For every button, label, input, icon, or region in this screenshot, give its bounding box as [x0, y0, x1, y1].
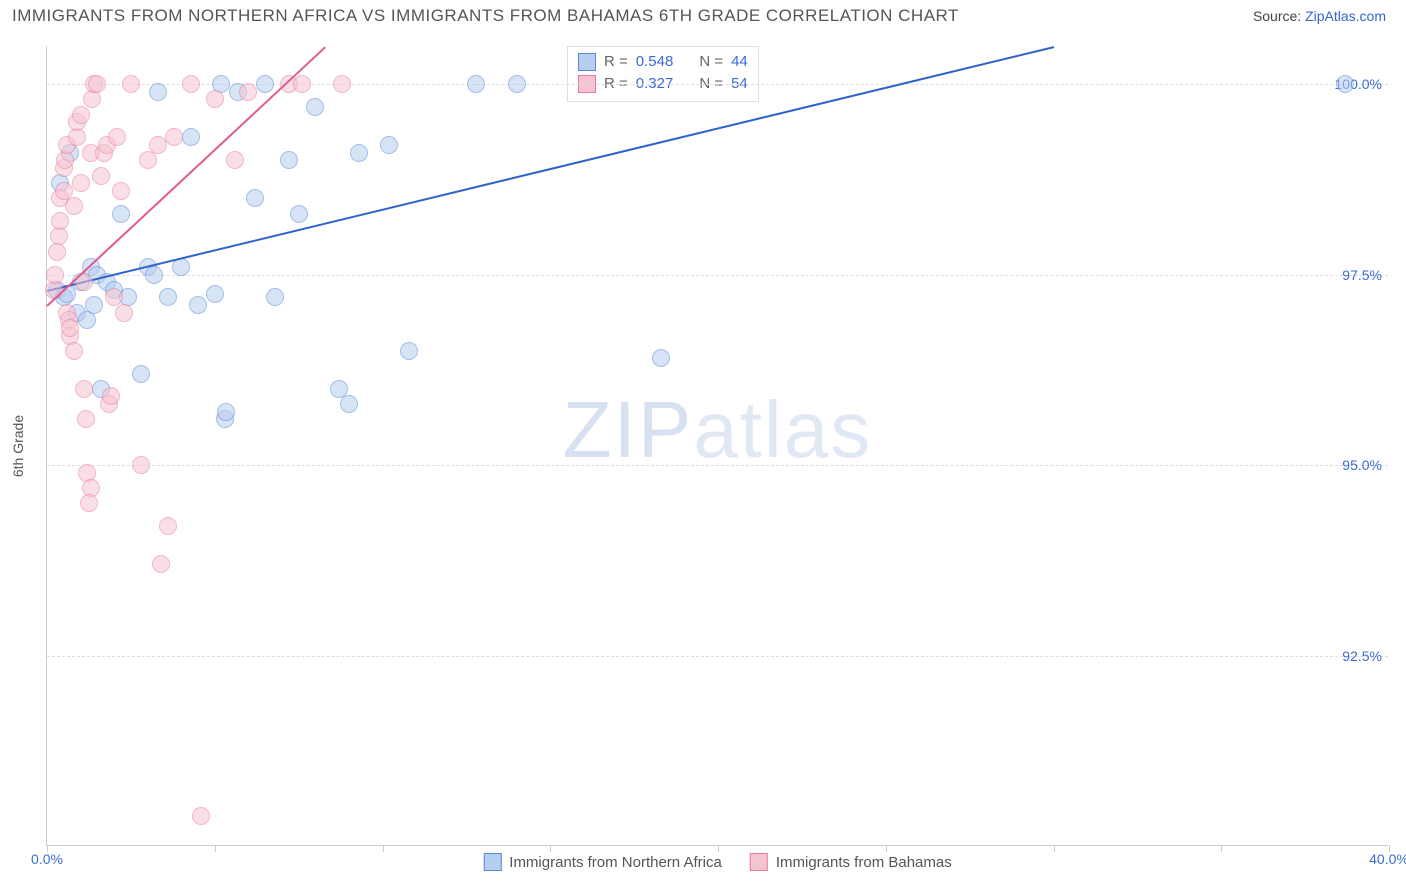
data-point [266, 288, 284, 306]
legend-n-label: N = [699, 51, 723, 73]
x-tick [550, 845, 551, 852]
x-tick [1221, 845, 1222, 852]
legend-swatch-icon [750, 853, 768, 871]
data-point [182, 75, 200, 93]
data-point [132, 365, 150, 383]
chart-title: IMMIGRANTS FROM NORTHERN AFRICA VS IMMIG… [12, 6, 959, 26]
data-point [132, 456, 150, 474]
data-point [152, 555, 170, 573]
gridline [47, 275, 1388, 276]
data-point [350, 144, 368, 162]
x-tick [383, 845, 384, 852]
data-point [508, 75, 526, 93]
data-point [239, 83, 257, 101]
x-tick [1054, 845, 1055, 852]
data-point [115, 304, 133, 322]
data-point [92, 167, 110, 185]
data-point [102, 387, 120, 405]
source-link[interactable]: ZipAtlas.com [1305, 8, 1386, 24]
y-tick-label: 97.5% [1342, 267, 1382, 283]
correlation-legend: R = 0.548 N = 44 R = 0.327 N = 54 [567, 46, 759, 102]
x-tick-label: 0.0% [31, 851, 63, 867]
watermark: ZIPatlas [563, 384, 872, 476]
data-point [280, 151, 298, 169]
data-point [77, 410, 95, 428]
data-point [340, 395, 358, 413]
data-point [61, 319, 79, 337]
data-point [65, 342, 83, 360]
gridline [47, 465, 1388, 466]
data-point [149, 136, 167, 154]
data-point [159, 288, 177, 306]
data-point [72, 106, 90, 124]
data-point [139, 151, 157, 169]
data-point [145, 266, 163, 284]
legend-row-series-1: R = 0.548 N = 44 [578, 51, 748, 73]
x-tick [886, 845, 887, 852]
y-axis-title: 6th Grade [10, 415, 26, 477]
data-point [112, 205, 130, 223]
data-point [256, 75, 274, 93]
data-point [80, 494, 98, 512]
data-point [75, 380, 93, 398]
data-point [122, 75, 140, 93]
gridline [47, 656, 1388, 657]
y-tick-label: 95.0% [1342, 457, 1382, 473]
data-point [333, 75, 351, 93]
legend-series-label: Immigrants from Bahamas [776, 854, 952, 871]
legend-series-label: Immigrants from Northern Africa [509, 854, 722, 871]
legend-n-value: 44 [731, 51, 748, 73]
data-point [149, 83, 167, 101]
data-point [189, 296, 207, 314]
data-point [182, 128, 200, 146]
data-point [88, 75, 106, 93]
data-point [165, 128, 183, 146]
data-point [108, 128, 126, 146]
data-point [1336, 75, 1354, 93]
data-point [206, 90, 224, 108]
data-point [112, 182, 130, 200]
legend-item-series-1: Immigrants from Northern Africa [483, 853, 722, 871]
data-point [192, 807, 210, 825]
x-tick [718, 845, 719, 852]
legend-r-value: 0.548 [636, 51, 674, 73]
source-prefix: Source: [1253, 8, 1305, 24]
data-point [206, 285, 224, 303]
legend-item-series-2: Immigrants from Bahamas [750, 853, 952, 871]
data-point [51, 212, 69, 230]
data-point [159, 517, 177, 535]
source-attribution: Source: ZipAtlas.com [1253, 8, 1386, 24]
x-tick-label: 40.0% [1369, 851, 1406, 867]
data-point [226, 151, 244, 169]
data-point [246, 189, 264, 207]
data-point [46, 266, 64, 284]
data-point [290, 205, 308, 223]
scatter-chart: ZIPatlas R = 0.548 N = 44 R = 0.327 N = … [46, 46, 1388, 846]
data-point [306, 98, 324, 116]
data-point [380, 136, 398, 154]
data-point [217, 403, 235, 421]
series-legend: Immigrants from Northern Africa Immigran… [483, 853, 951, 871]
data-point [65, 197, 83, 215]
data-point [72, 174, 90, 192]
legend-swatch-icon [483, 853, 501, 871]
data-point [652, 349, 670, 367]
y-tick-label: 92.5% [1342, 648, 1382, 664]
x-tick [215, 845, 216, 852]
data-point [400, 342, 418, 360]
data-point [467, 75, 485, 93]
data-point [293, 75, 311, 93]
data-point [85, 296, 103, 314]
legend-r-label: R = [604, 51, 628, 73]
legend-swatch-icon [578, 53, 596, 71]
